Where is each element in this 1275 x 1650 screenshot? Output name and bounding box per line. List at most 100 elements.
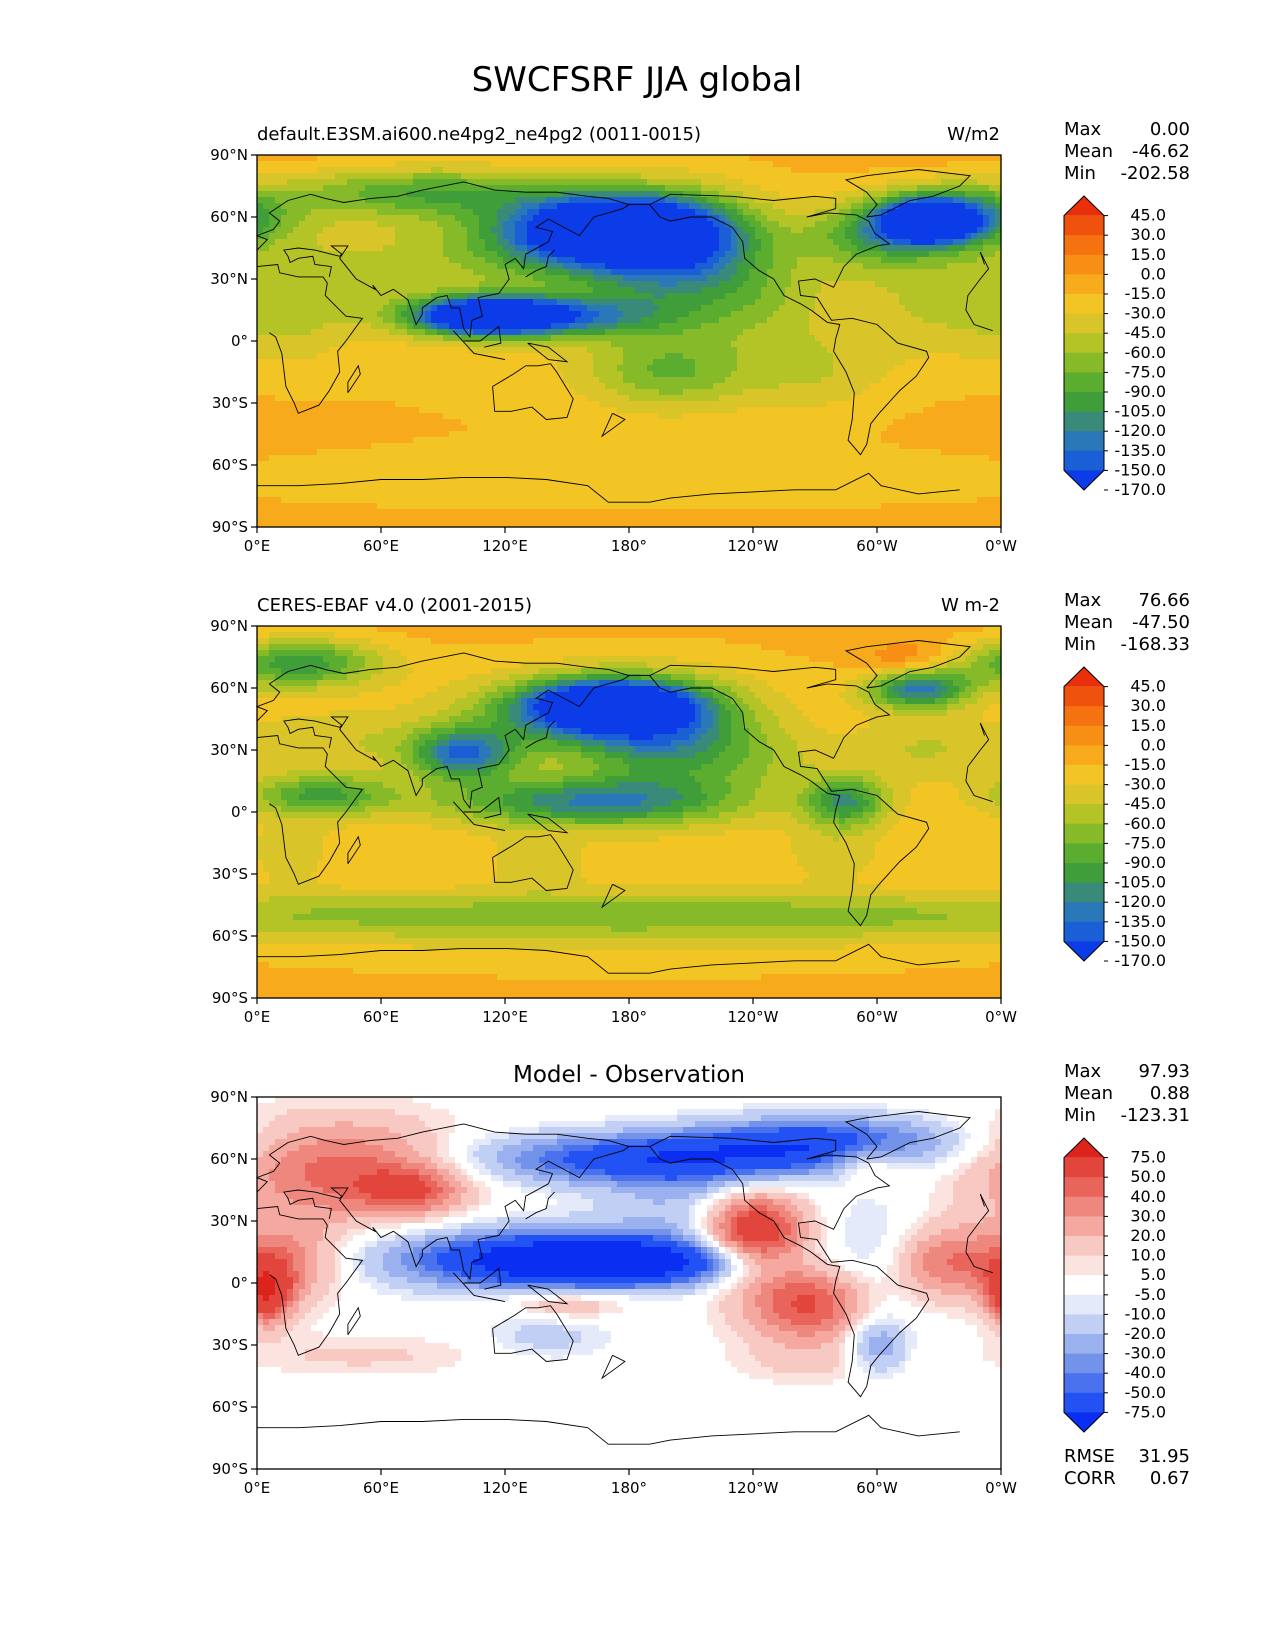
contour-cell [377,197,384,204]
contour-cell [773,209,780,216]
contour-cell [263,275,270,282]
contour-cell [257,377,264,384]
contour-cell [785,341,792,348]
contour-cell [797,281,804,288]
contour-cell [323,395,330,402]
contour-cell [857,371,864,378]
contour-cell [377,233,384,240]
contour-cell [593,209,600,216]
contour-cell [869,275,876,282]
contour-cell [419,221,426,228]
contour-cell [581,389,588,396]
contour-cell [569,257,576,264]
contour-cell [737,161,744,168]
contour-cell [797,167,804,174]
contour-cell [881,347,888,354]
contour-cell [929,257,936,264]
contour-cell [509,173,516,180]
contour-cell [551,227,558,234]
contour-cell [269,179,276,186]
contour-cell [533,359,540,366]
contour-cell [995,185,1002,192]
contour-cell [755,245,762,252]
contour-cell [455,275,462,282]
contour-cell [929,323,936,330]
contour-cell [857,167,864,174]
contour-cell [281,395,288,402]
contour-cell [833,311,840,318]
contour-cell [575,377,582,384]
contour-cell [521,185,528,192]
contour-cell [845,323,852,330]
contour-cell [809,191,816,198]
contour-cell [455,221,462,228]
contour-cell [365,323,372,330]
contour-cell [671,335,678,342]
contour-cell [377,173,384,180]
contour-cell [473,287,480,294]
contour-cell [893,293,900,300]
contour-cell [929,365,936,372]
contour-cell [299,221,306,228]
contour-cell [455,191,462,198]
contour-cell [551,359,558,366]
contour-cell [455,263,462,270]
contour-cell [755,185,762,192]
contour-cell [605,275,612,282]
contour-cell [395,287,402,294]
contour-cell [491,197,498,204]
contour-cell [959,233,966,240]
contour-cell [809,179,816,186]
contour-cell [365,179,372,186]
contour-cell [863,161,870,168]
contour-cell [329,347,336,354]
contour-cell [467,275,474,282]
contour-cell [353,161,360,168]
contour-cell [647,173,654,180]
contour-cell [455,329,462,336]
contour-cell [305,257,312,264]
contour-cell [731,161,738,168]
contour-cell [371,233,378,240]
contour-cell [407,251,414,258]
contour-cell [497,209,504,216]
contour-cell [863,353,870,360]
contour-cell [281,233,288,240]
contour-cell [761,317,768,324]
contour-cell [401,209,408,216]
contour-cell [851,161,858,168]
contour-cell [281,299,288,306]
contour-cell [341,203,348,210]
contour-cell [545,269,552,276]
contour-cell [689,167,696,174]
contour-cell [593,185,600,192]
contour-cell [257,239,264,246]
contour-cell [347,215,354,222]
contour-cell [449,323,456,330]
contour-cell [413,191,420,198]
contour-cell [653,227,660,234]
contour-cell [629,203,636,210]
contour-cell [461,197,468,204]
contour-cell [725,203,732,210]
contour-cell [959,155,966,162]
contour-cell [365,389,372,396]
contour-cell [437,377,444,384]
contour-cell [953,173,960,180]
contour-cell [419,365,426,372]
contour-cell [911,383,918,390]
contour-cell [461,227,468,234]
contour-cell [863,179,870,186]
contour-cell [473,365,480,372]
contour-cell [875,245,882,252]
contour-cell [851,179,858,186]
contour-cell [947,269,954,276]
contour-cell [485,293,492,300]
contour-cell [893,221,900,228]
contour-cell [341,191,348,198]
contour-cell [623,383,630,390]
contour-cell [881,245,888,252]
contour-cell [635,311,642,318]
contour-cell [845,257,852,264]
contour-cell [749,383,756,390]
